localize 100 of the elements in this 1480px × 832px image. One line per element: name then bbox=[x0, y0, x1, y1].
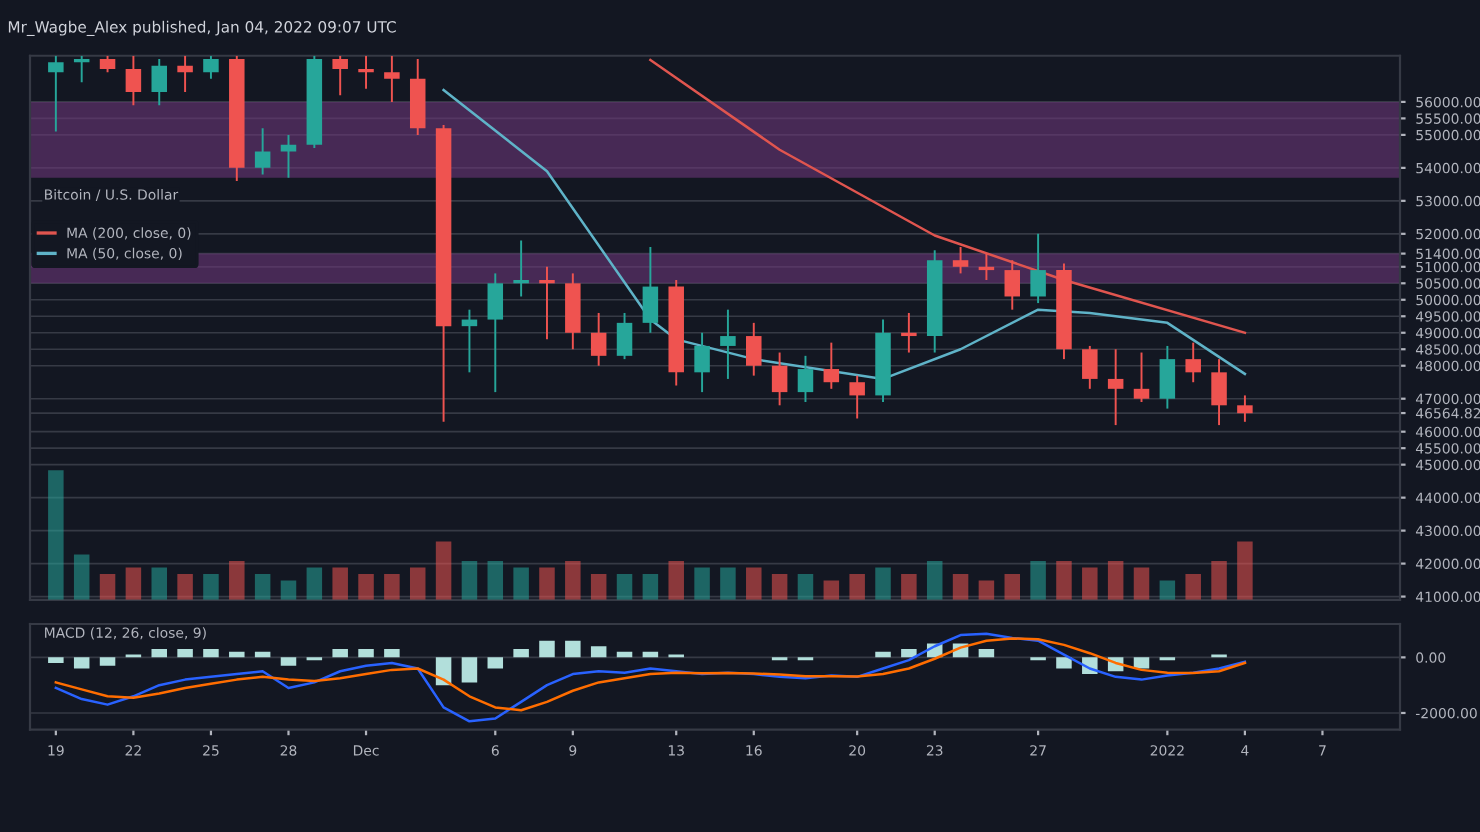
candlestick bbox=[823, 341, 840, 390]
bar bbox=[978, 580, 995, 600]
bar bbox=[73, 554, 90, 600]
bar bbox=[1030, 561, 1046, 600]
bar bbox=[48, 657, 64, 663]
candlestick bbox=[177, 55, 193, 93]
bar bbox=[1056, 657, 1072, 669]
candlestick bbox=[358, 55, 374, 90]
bar bbox=[1107, 561, 1124, 600]
bar bbox=[203, 573, 219, 600]
bar bbox=[875, 651, 891, 658]
bar bbox=[435, 541, 452, 600]
bar bbox=[694, 567, 710, 600]
bar bbox=[332, 567, 348, 600]
bar bbox=[1056, 561, 1072, 600]
bar bbox=[513, 649, 529, 658]
bar bbox=[461, 657, 478, 683]
bar bbox=[1133, 567, 1150, 600]
candlestick bbox=[203, 55, 219, 80]
bar bbox=[875, 567, 891, 600]
candlestick bbox=[151, 58, 167, 107]
bar bbox=[539, 567, 555, 600]
bar bbox=[539, 640, 555, 658]
candlestick bbox=[746, 321, 762, 377]
bar bbox=[952, 573, 969, 600]
candlestick bbox=[720, 308, 736, 380]
candlestick bbox=[48, 55, 64, 133]
bar bbox=[409, 567, 426, 600]
candlestick bbox=[642, 246, 659, 334]
bar bbox=[151, 567, 167, 600]
bar bbox=[125, 567, 142, 600]
bar bbox=[358, 573, 374, 600]
bar bbox=[487, 561, 504, 600]
bar bbox=[797, 573, 814, 600]
bar bbox=[1133, 657, 1150, 669]
candlestick bbox=[1030, 232, 1046, 305]
candlestick bbox=[1211, 358, 1227, 427]
candlestick bbox=[1237, 394, 1253, 423]
candlestick bbox=[901, 312, 917, 354]
bar bbox=[280, 580, 297, 600]
candlestick bbox=[487, 272, 504, 394]
line-series bbox=[442, 88, 1247, 381]
bar bbox=[73, 657, 90, 669]
bar bbox=[901, 649, 917, 658]
candlestick bbox=[539, 265, 555, 341]
bar bbox=[1237, 541, 1253, 600]
line-series bbox=[649, 58, 1247, 334]
bar bbox=[901, 573, 917, 600]
candlestick bbox=[384, 55, 400, 103]
candlestick bbox=[1107, 348, 1124, 427]
bar bbox=[461, 561, 478, 600]
candlestick bbox=[952, 246, 969, 275]
bar bbox=[771, 573, 788, 600]
bar bbox=[926, 561, 943, 600]
bar bbox=[1159, 580, 1176, 600]
bar bbox=[1004, 573, 1021, 600]
bar bbox=[1082, 567, 1098, 600]
bar bbox=[746, 567, 762, 600]
bar bbox=[590, 573, 607, 600]
candlestick bbox=[1004, 259, 1021, 311]
bar bbox=[384, 573, 400, 600]
bar bbox=[280, 657, 297, 666]
bar bbox=[487, 657, 504, 669]
candlestick bbox=[1185, 341, 1201, 384]
candlestick bbox=[590, 312, 607, 367]
bar bbox=[565, 561, 581, 600]
candlestick bbox=[849, 374, 865, 420]
bar bbox=[590, 646, 607, 658]
bar bbox=[229, 651, 245, 658]
bar bbox=[151, 649, 167, 658]
candlestick bbox=[694, 331, 710, 394]
candlestick bbox=[254, 127, 271, 176]
candlestick bbox=[125, 55, 142, 107]
bar bbox=[332, 649, 348, 658]
bar bbox=[177, 649, 193, 658]
bar bbox=[1185, 573, 1201, 600]
candlestick bbox=[1159, 344, 1176, 410]
candlestick bbox=[616, 312, 633, 361]
bar bbox=[823, 580, 840, 600]
bar bbox=[720, 567, 736, 600]
bar bbox=[978, 649, 995, 658]
bar bbox=[565, 640, 581, 658]
bar bbox=[99, 657, 116, 666]
candlestick bbox=[797, 354, 814, 403]
candlestick bbox=[1082, 344, 1098, 390]
bar bbox=[616, 573, 633, 600]
candlestick bbox=[332, 55, 348, 97]
line-series bbox=[54, 637, 1247, 712]
bar bbox=[306, 567, 323, 600]
bar bbox=[384, 649, 400, 658]
bar bbox=[513, 567, 529, 600]
bar bbox=[48, 470, 64, 600]
bar bbox=[358, 649, 374, 658]
bar bbox=[229, 561, 245, 600]
bar bbox=[99, 573, 116, 600]
bar bbox=[849, 573, 865, 600]
candlestick bbox=[513, 239, 529, 298]
candlestick bbox=[1133, 351, 1150, 403]
bar bbox=[1211, 561, 1227, 600]
bar bbox=[254, 573, 271, 600]
